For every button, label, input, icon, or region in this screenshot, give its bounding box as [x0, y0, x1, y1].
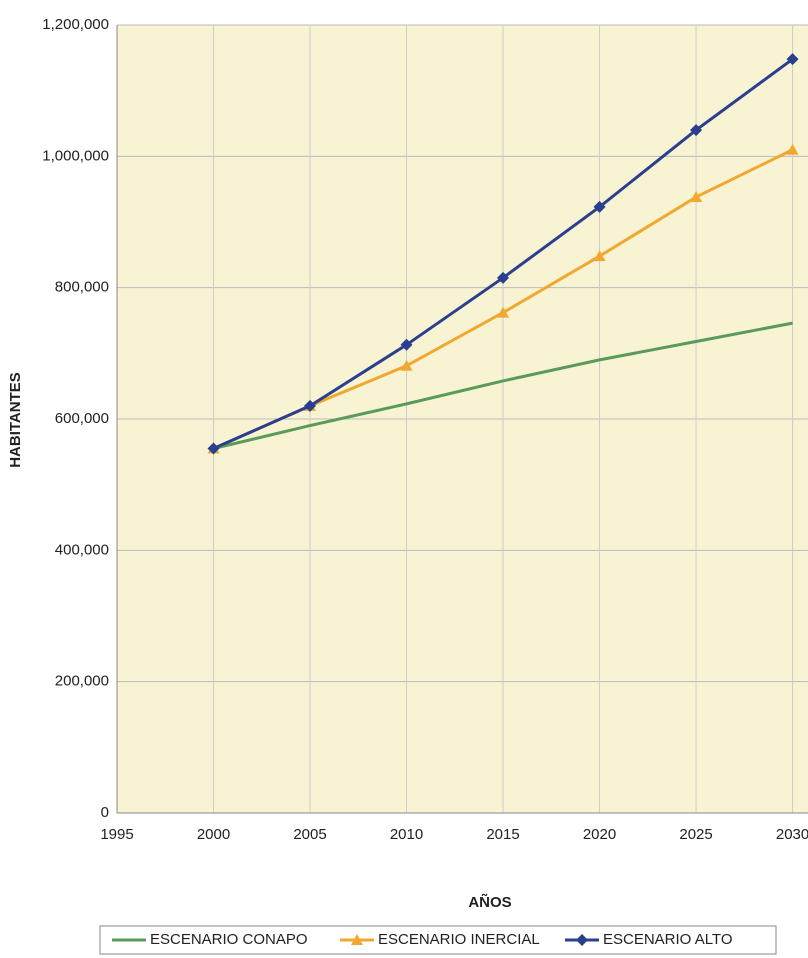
point [497, 271, 510, 284]
x-tick-label: 2000 [197, 826, 230, 843]
point [304, 399, 317, 412]
point [593, 250, 606, 262]
point [400, 359, 413, 371]
x-tick-label: 2025 [679, 826, 712, 843]
point [207, 442, 220, 455]
legend-marker [576, 934, 588, 946]
x-axis-label: AÑOS [468, 893, 511, 911]
y-tick-label: 600,000 [55, 410, 109, 427]
y-tick-label: 0 [101, 804, 109, 821]
point [786, 53, 799, 66]
y-axis-label: HABITANTES [7, 372, 24, 468]
x-tick-label: 1995 [100, 826, 133, 843]
x-tick-label: 2020 [583, 826, 616, 843]
point [593, 200, 606, 213]
legend-label: ESCENARIO INERCIAL [378, 931, 540, 948]
x-tick-label: 2005 [293, 826, 326, 843]
point [690, 124, 703, 137]
y-tick-label: 400,000 [55, 541, 109, 558]
y-tick-label: 1,200,000 [42, 16, 109, 33]
point [497, 306, 510, 318]
y-tick-label: 1,000,000 [42, 147, 109, 164]
legend [99, 925, 777, 955]
point [690, 191, 703, 203]
legend-label: ESCENARIO ALTO [603, 931, 733, 948]
x-tick-label: 2010 [390, 826, 423, 843]
legend-label: ESCENARIO CONAPO [150, 931, 308, 948]
y-tick-label: 800,000 [55, 279, 109, 296]
line [213, 321, 793, 451]
point [400, 338, 413, 351]
point [786, 143, 799, 155]
legend-marker [351, 934, 363, 945]
x-tick-label: 2015 [486, 826, 519, 843]
x-tick-label: 2030 [776, 826, 808, 843]
y-tick-label: 200,000 [55, 673, 109, 690]
